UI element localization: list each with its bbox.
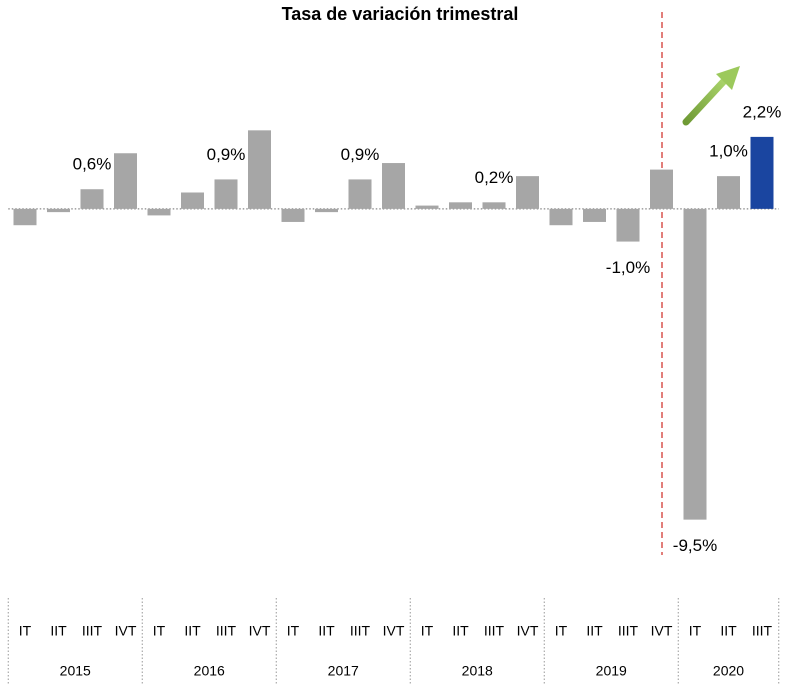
bar [482, 202, 506, 209]
bar [114, 153, 137, 209]
x-tick-label: IT [153, 623, 166, 639]
bar [80, 189, 104, 209]
value-label: -9,5% [673, 536, 717, 555]
x-tick-label: IIIT [618, 623, 639, 639]
x-tick-label: IIIT [350, 623, 371, 639]
x-tick-label: IT [689, 623, 702, 639]
group-label: 2019 [596, 663, 627, 679]
bar [415, 205, 439, 209]
x-tick-label: IIIT [82, 623, 103, 639]
x-tick-label: IVT [651, 623, 673, 639]
value-label: 2,2% [743, 102, 782, 121]
x-tick-label: IVT [383, 623, 405, 639]
x-tick-label: IT [19, 623, 32, 639]
bar [650, 169, 673, 209]
x-tick-label: IIT [184, 623, 201, 639]
x-tick-label: IIIT [752, 623, 773, 639]
group-label: 2020 [713, 663, 744, 679]
x-tick-label: IIT [318, 623, 335, 639]
bar [382, 163, 405, 209]
x-tick-label: IIT [452, 623, 469, 639]
bar [549, 208, 573, 226]
bar [717, 176, 740, 209]
x-tick-label: IT [287, 623, 300, 639]
trend-arrow [682, 66, 740, 126]
bar [214, 179, 238, 209]
bar [449, 202, 472, 209]
x-tick-label: IIT [586, 623, 603, 639]
value-label: 0,9% [207, 145, 246, 164]
x-tick-label: IIIT [216, 623, 237, 639]
x-tick-label: IVT [517, 623, 539, 639]
value-label: 1,0% [709, 142, 748, 161]
x-tick-label: IVT [115, 623, 137, 639]
group-label: 2017 [328, 663, 359, 679]
value-label: -1,0% [606, 258, 650, 277]
bar [13, 208, 37, 226]
value-label: 0,6% [73, 155, 112, 174]
bar [181, 192, 204, 209]
bar [616, 208, 640, 242]
x-tick-label: IIT [50, 623, 67, 639]
chart-title: Tasa de variación trimestral [282, 4, 519, 24]
bar [47, 208, 70, 213]
x-tick-label: IIIT [484, 623, 505, 639]
bar [147, 208, 171, 216]
bar [348, 179, 372, 209]
group-label: 2015 [60, 663, 91, 679]
bar [248, 130, 271, 209]
bar [516, 176, 539, 209]
bar [750, 136, 774, 209]
group-label: 2018 [462, 663, 493, 679]
bar [583, 208, 606, 222]
value-label: 0,9% [341, 145, 380, 164]
x-tick-label: IIT [720, 623, 737, 639]
value-label: 0,2% [475, 168, 514, 187]
bar [281, 208, 305, 222]
x-tick-label: IT [421, 623, 434, 639]
bar [315, 208, 338, 213]
x-tick-label: IT [555, 623, 568, 639]
group-label: 2016 [194, 663, 225, 679]
bar [683, 208, 707, 520]
x-tick-label: IVT [249, 623, 271, 639]
